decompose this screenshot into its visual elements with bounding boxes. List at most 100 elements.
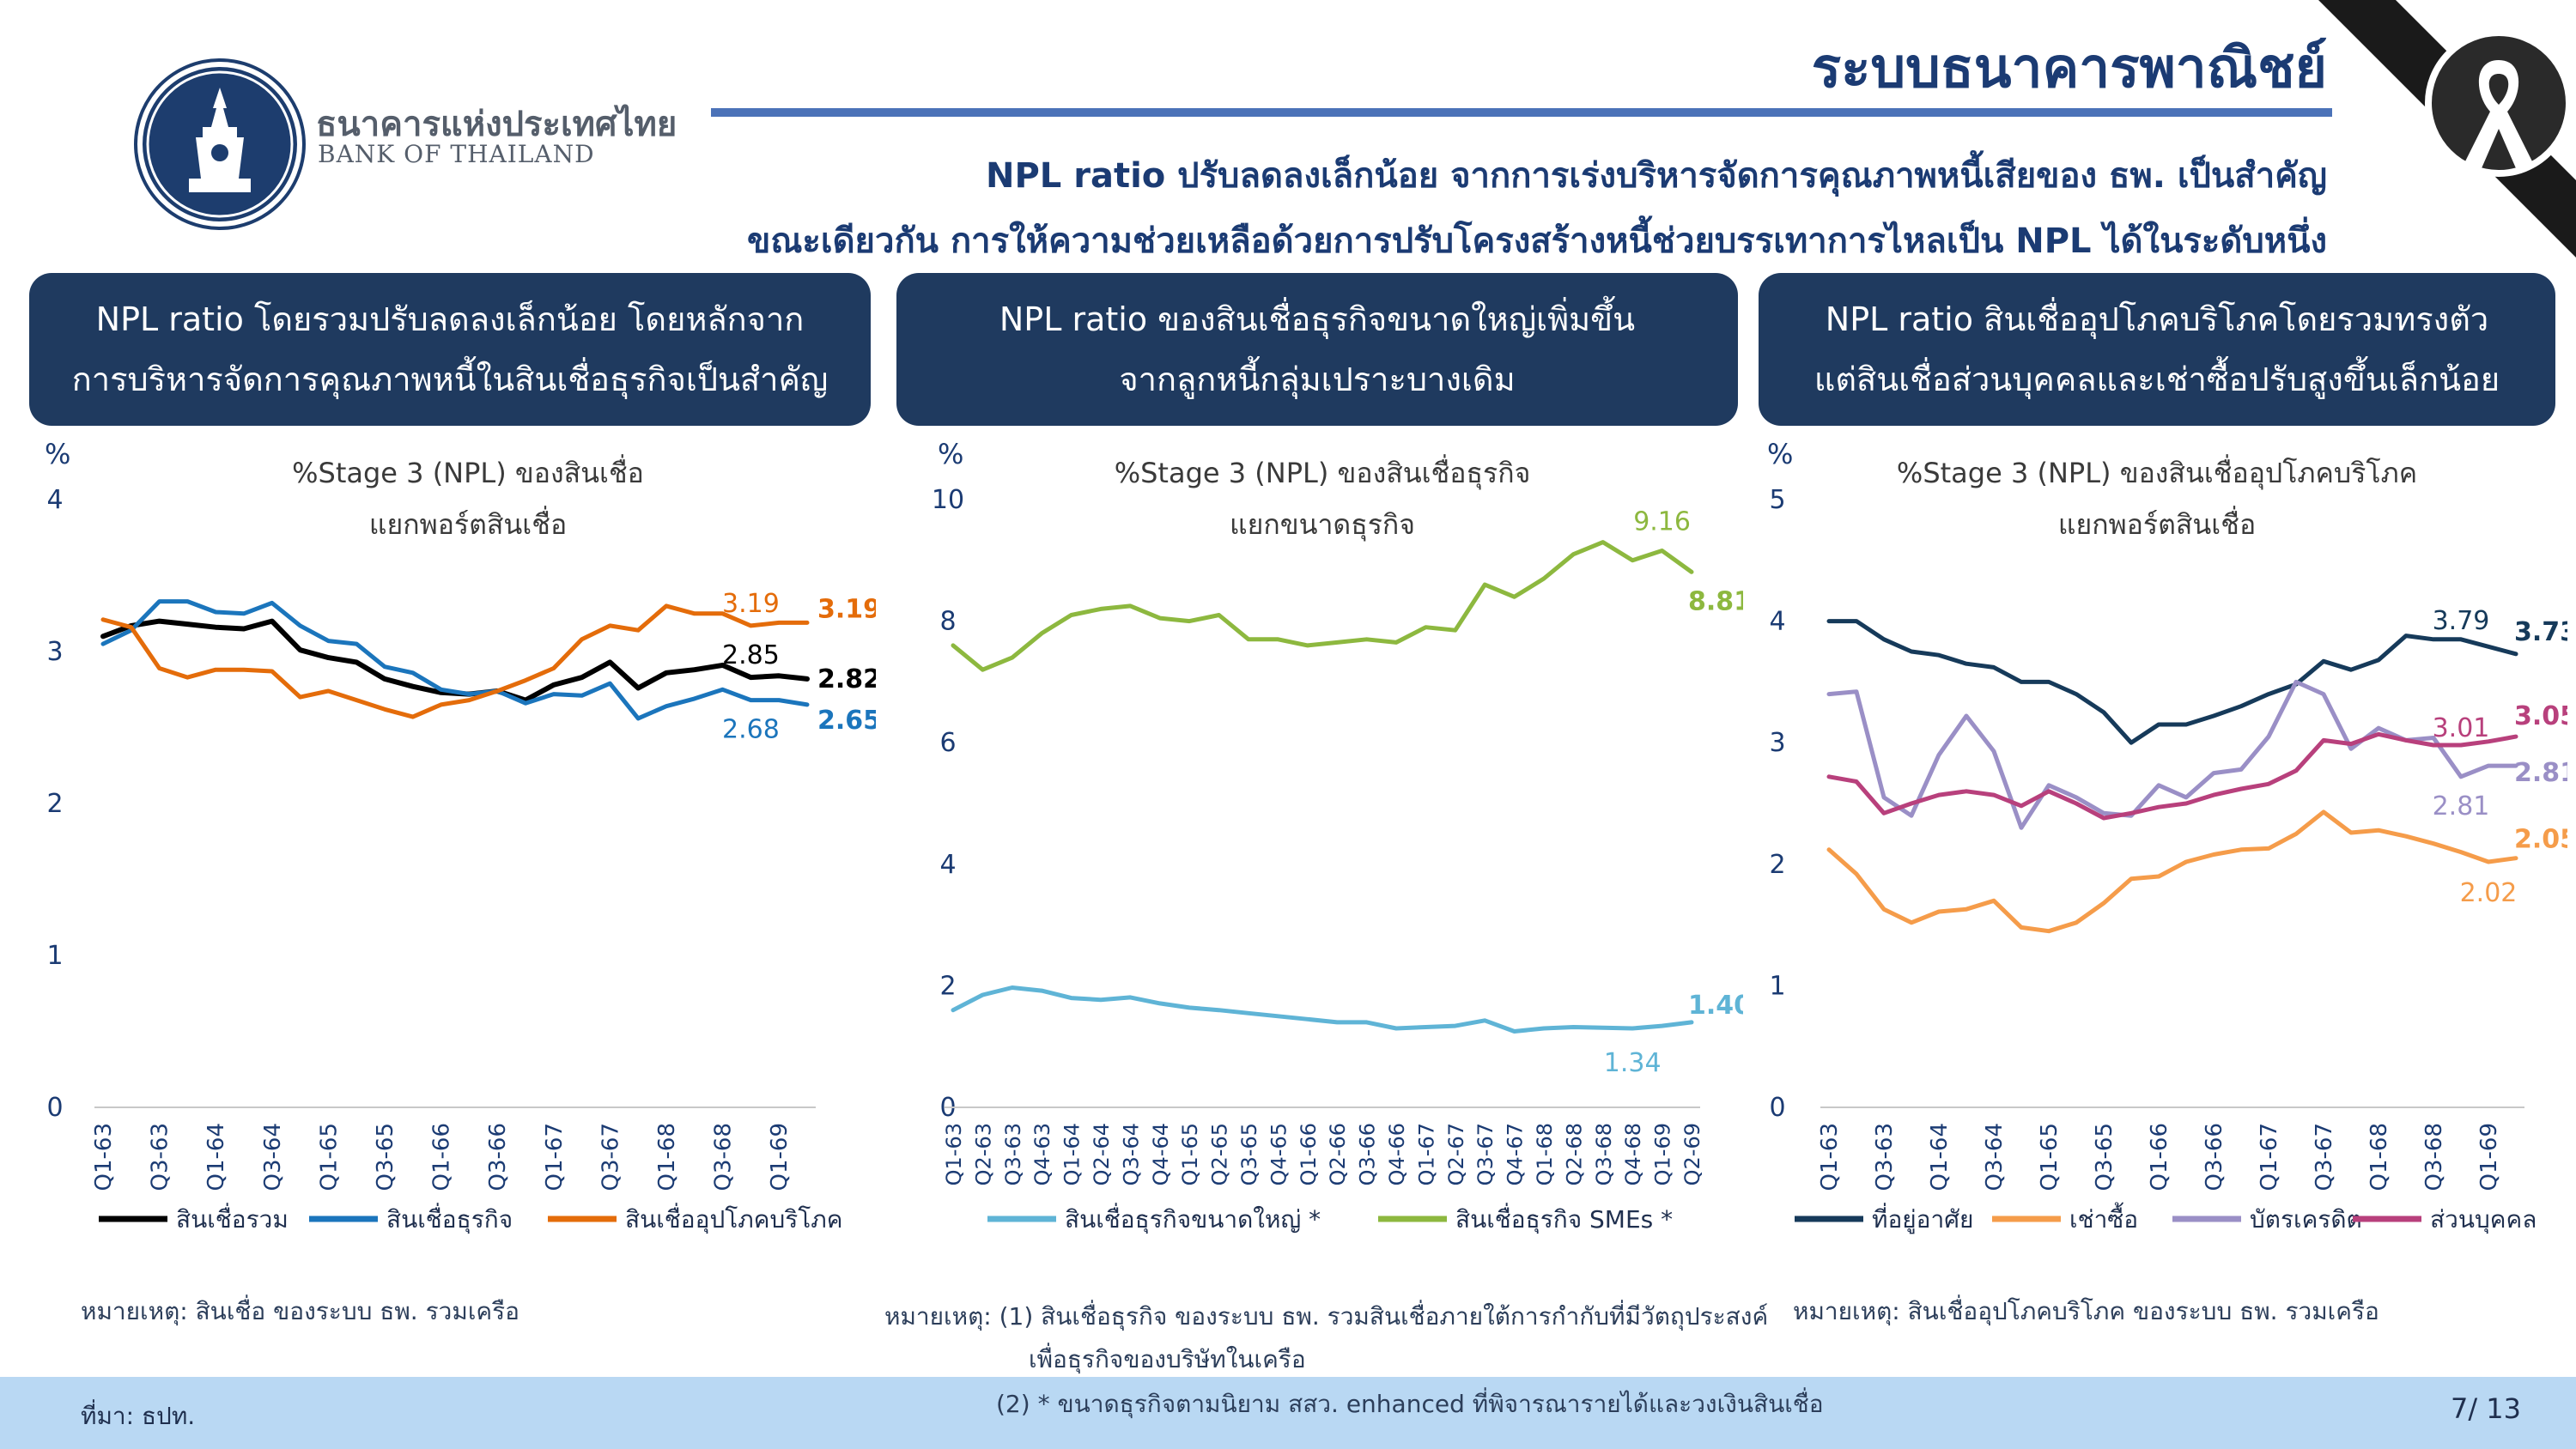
x-tick-label: Q2-69 (1680, 1123, 1704, 1185)
y-tick-label: 3 (46, 637, 63, 667)
series-line-1 (951, 540, 1694, 672)
x-tick-label: Q2-67 (1444, 1123, 1468, 1185)
note-chart-2-line-1: หมายเหตุ: (1) สินเชื่อธุรกิจ ของระบบ ธพ.… (884, 1302, 1769, 1331)
panel-header-consumer: NPL ratio สินเชื่ออุปโภคบริโภคโดยรวมทรงต… (1759, 273, 2555, 426)
y-unit-label: % (938, 438, 963, 470)
page-number: 7/ 13 (2450, 1392, 2521, 1425)
x-tick-label: Q3-64 (1119, 1123, 1143, 1185)
chart-title-line-1: %Stage 3 (NPL) ของสินเชื่ออุปโภคบริโภค (1897, 454, 2417, 490)
y-tick-label: 1 (46, 941, 63, 971)
y-unit-label: % (1767, 438, 1793, 470)
chart-title-line-1: %Stage 3 (NPL) ของสินเชื่อ (292, 454, 644, 489)
x-tick-label: Q3-68 (711, 1123, 737, 1191)
x-tick-label: Q1-64 (204, 1123, 229, 1191)
x-tick-label: Q3-67 (1473, 1123, 1498, 1185)
legend-label-1: สินเชื่อธุรกิจ (386, 1203, 513, 1234)
x-tick-label: Q1-69 (2476, 1123, 2502, 1191)
x-tick-label: Q2-65 (1208, 1123, 1232, 1185)
legend-label-0: ที่อยู่อาศัย (1872, 1203, 1973, 1234)
note-chart-2-line-2: เพื่อธุรกิจของบริษัทในเครือ (1029, 1345, 1306, 1373)
data-label: 2.85 (722, 640, 780, 670)
x-tick-label: Q4-65 (1267, 1123, 1291, 1185)
x-tick-label: Q1-67 (1414, 1123, 1438, 1185)
note-chart-2-line-3: (2) * ขนาดธุรกิจตามนิยาม สสว. enhanced ท… (996, 1390, 1824, 1418)
chart-title-line-2: แยกพอร์ตสินเชื่อ (2058, 506, 2256, 541)
x-tick-label: Q3-65 (373, 1123, 398, 1191)
x-tick-label: Q2-64 (1090, 1123, 1114, 1185)
y-unit-label: % (45, 438, 70, 470)
x-tick-label: Q3-68 (1592, 1123, 1616, 1185)
x-tick-label: Q3-66 (2202, 1123, 2227, 1191)
y-tick-label: 3 (1769, 728, 1785, 758)
x-tick-label: Q3-63 (1001, 1123, 1025, 1185)
data-label: 2.02 (2460, 878, 2518, 908)
x-tick-label: Q1-64 (1927, 1123, 1953, 1191)
chart-npl-consumer: % %Stage 3 (NPL) ของสินเชื่ออุปโภคบริโภคแ… (1767, 438, 2567, 1234)
data-label: 8.81 (1688, 586, 1743, 616)
y-tick-label: 4 (1769, 607, 1785, 637)
data-label: 3.05 (2514, 701, 2567, 731)
series-line-3 (1826, 731, 2518, 821)
y-tick-label: 0 (1769, 1093, 1785, 1123)
emblem-icon (146, 70, 294, 218)
x-tick-label: Q4-68 (1621, 1123, 1645, 1185)
panel-header-business: NPL ratio ของสินเชื่อธุรกิจขนาดใหญ่เพิ่ม… (896, 273, 1738, 426)
legend-label-0: สินเชื่อรวม (176, 1203, 289, 1234)
chart-title-line-2: แยกพอร์ตสินเชื่อ (369, 506, 567, 541)
series-line-1 (100, 599, 810, 721)
source-note: ที่มา: ธปท. (81, 1402, 196, 1430)
x-tick-label: Q3-66 (1356, 1123, 1380, 1185)
panel-header-line-2: การบริหารจัดการคุณภาพหนี้ในสินเชื่อธุรกิ… (71, 361, 829, 398)
x-tick-label: Q1-65 (316, 1123, 342, 1191)
footer-bar (0, 1377, 2576, 1449)
x-tick-label: Q1-69 (767, 1123, 793, 1191)
data-label: 3.19 (817, 594, 876, 624)
x-tick-label: Q1-68 (2366, 1123, 2392, 1191)
x-tick-label: Q1-68 (654, 1123, 680, 1191)
panel-header-line-1: NPL ratio ของสินเชื่อธุรกิจขนาดใหญ่เพิ่ม… (999, 300, 1636, 338)
x-tick-label: Q2-66 (1326, 1123, 1350, 1185)
x-tick-label: Q1-66 (1297, 1123, 1321, 1185)
x-tick-label: Q4-66 (1385, 1123, 1409, 1185)
x-tick-label: Q2-63 (971, 1123, 995, 1185)
x-tick-label: Q3-67 (598, 1123, 623, 1191)
x-tick-label: Q1-67 (2257, 1123, 2282, 1191)
subtitle-line-2: ขณะเดียวกัน การให้ความช่วยเหลือด้วยการปร… (746, 221, 2327, 261)
x-tick-label: Q1-65 (2037, 1123, 2063, 1191)
legend-label-2: สินเชื่ออุปโภคบริโภค (625, 1203, 842, 1234)
data-label: 2.68 (722, 715, 780, 745)
data-label: 9.16 (1633, 506, 1691, 537)
x-tick-label: Q1-65 (1178, 1123, 1202, 1185)
bank-name-english: BANK OF THAILAND (318, 140, 595, 168)
x-tick-label: Q4-63 (1030, 1123, 1054, 1185)
chart-npl-by-portfolio: % %Stage 3 (NPL) ของสินเชื่อแยกพอร์ตสินเช… (45, 438, 876, 1234)
y-tick-label: 1 (1769, 971, 1785, 1001)
x-tick-label: Q1-63 (91, 1123, 117, 1191)
x-tick-label: Q3-64 (260, 1123, 286, 1191)
note-chart-3: หมายเหตุ: สินเชื่ออุปโภคบริโภค ของระบบ ธ… (1793, 1297, 2379, 1325)
legend-label-0: สินเชื่อธุรกิจขนาดใหญ่ * (1065, 1203, 1321, 1234)
x-tick-label: Q3-65 (2092, 1123, 2117, 1191)
data-label: 1.40 (1688, 991, 1743, 1021)
note-chart-1: หมายเหตุ: สินเชื่อ ของระบบ ธพ. รวมเครือ (81, 1297, 519, 1325)
chart-npl-by-business-size: % %Stage 3 (NPL) ของสินเชื่อธุรกิจแยกขนาด… (932, 438, 1743, 1234)
legend-label-2: บัตรเครดิต (2250, 1205, 2362, 1234)
x-tick-label: Q3-66 (485, 1123, 511, 1191)
data-label: 3.01 (2433, 713, 2490, 743)
chart-title-line-1: %Stage 3 (NPL) ของสินเชื่อธุรกิจ (1115, 454, 1531, 490)
x-tick-label: Q2-68 (1562, 1123, 1586, 1185)
x-tick-label: Q3-63 (148, 1123, 173, 1191)
panel-header-line-2: จากลูกหนี้กลุ่มเปราะบางเดิม (1119, 361, 1516, 398)
x-tick-label: Q1-64 (1060, 1123, 1084, 1185)
mourning-ribbon-icon (2318, 0, 2576, 258)
legend-label-3: ส่วนบุคคล (2430, 1205, 2537, 1234)
panel-header-overall: NPL ratio โดยรวมปรับลดลงเล็กน้อย โดยหลัก… (29, 273, 871, 426)
x-tick-label: Q3-67 (2312, 1123, 2337, 1191)
y-tick-label: 2 (939, 971, 956, 1001)
data-label: 3.19 (722, 589, 780, 619)
x-tick-label: Q1-68 (1533, 1123, 1557, 1185)
y-tick-label: 10 (932, 485, 964, 515)
y-tick-label: 2 (46, 789, 63, 819)
series-line-0 (100, 618, 810, 703)
panel-header-line-1: NPL ratio โดยรวมปรับลดลงเล็กน้อย โดยหลัก… (95, 300, 805, 338)
